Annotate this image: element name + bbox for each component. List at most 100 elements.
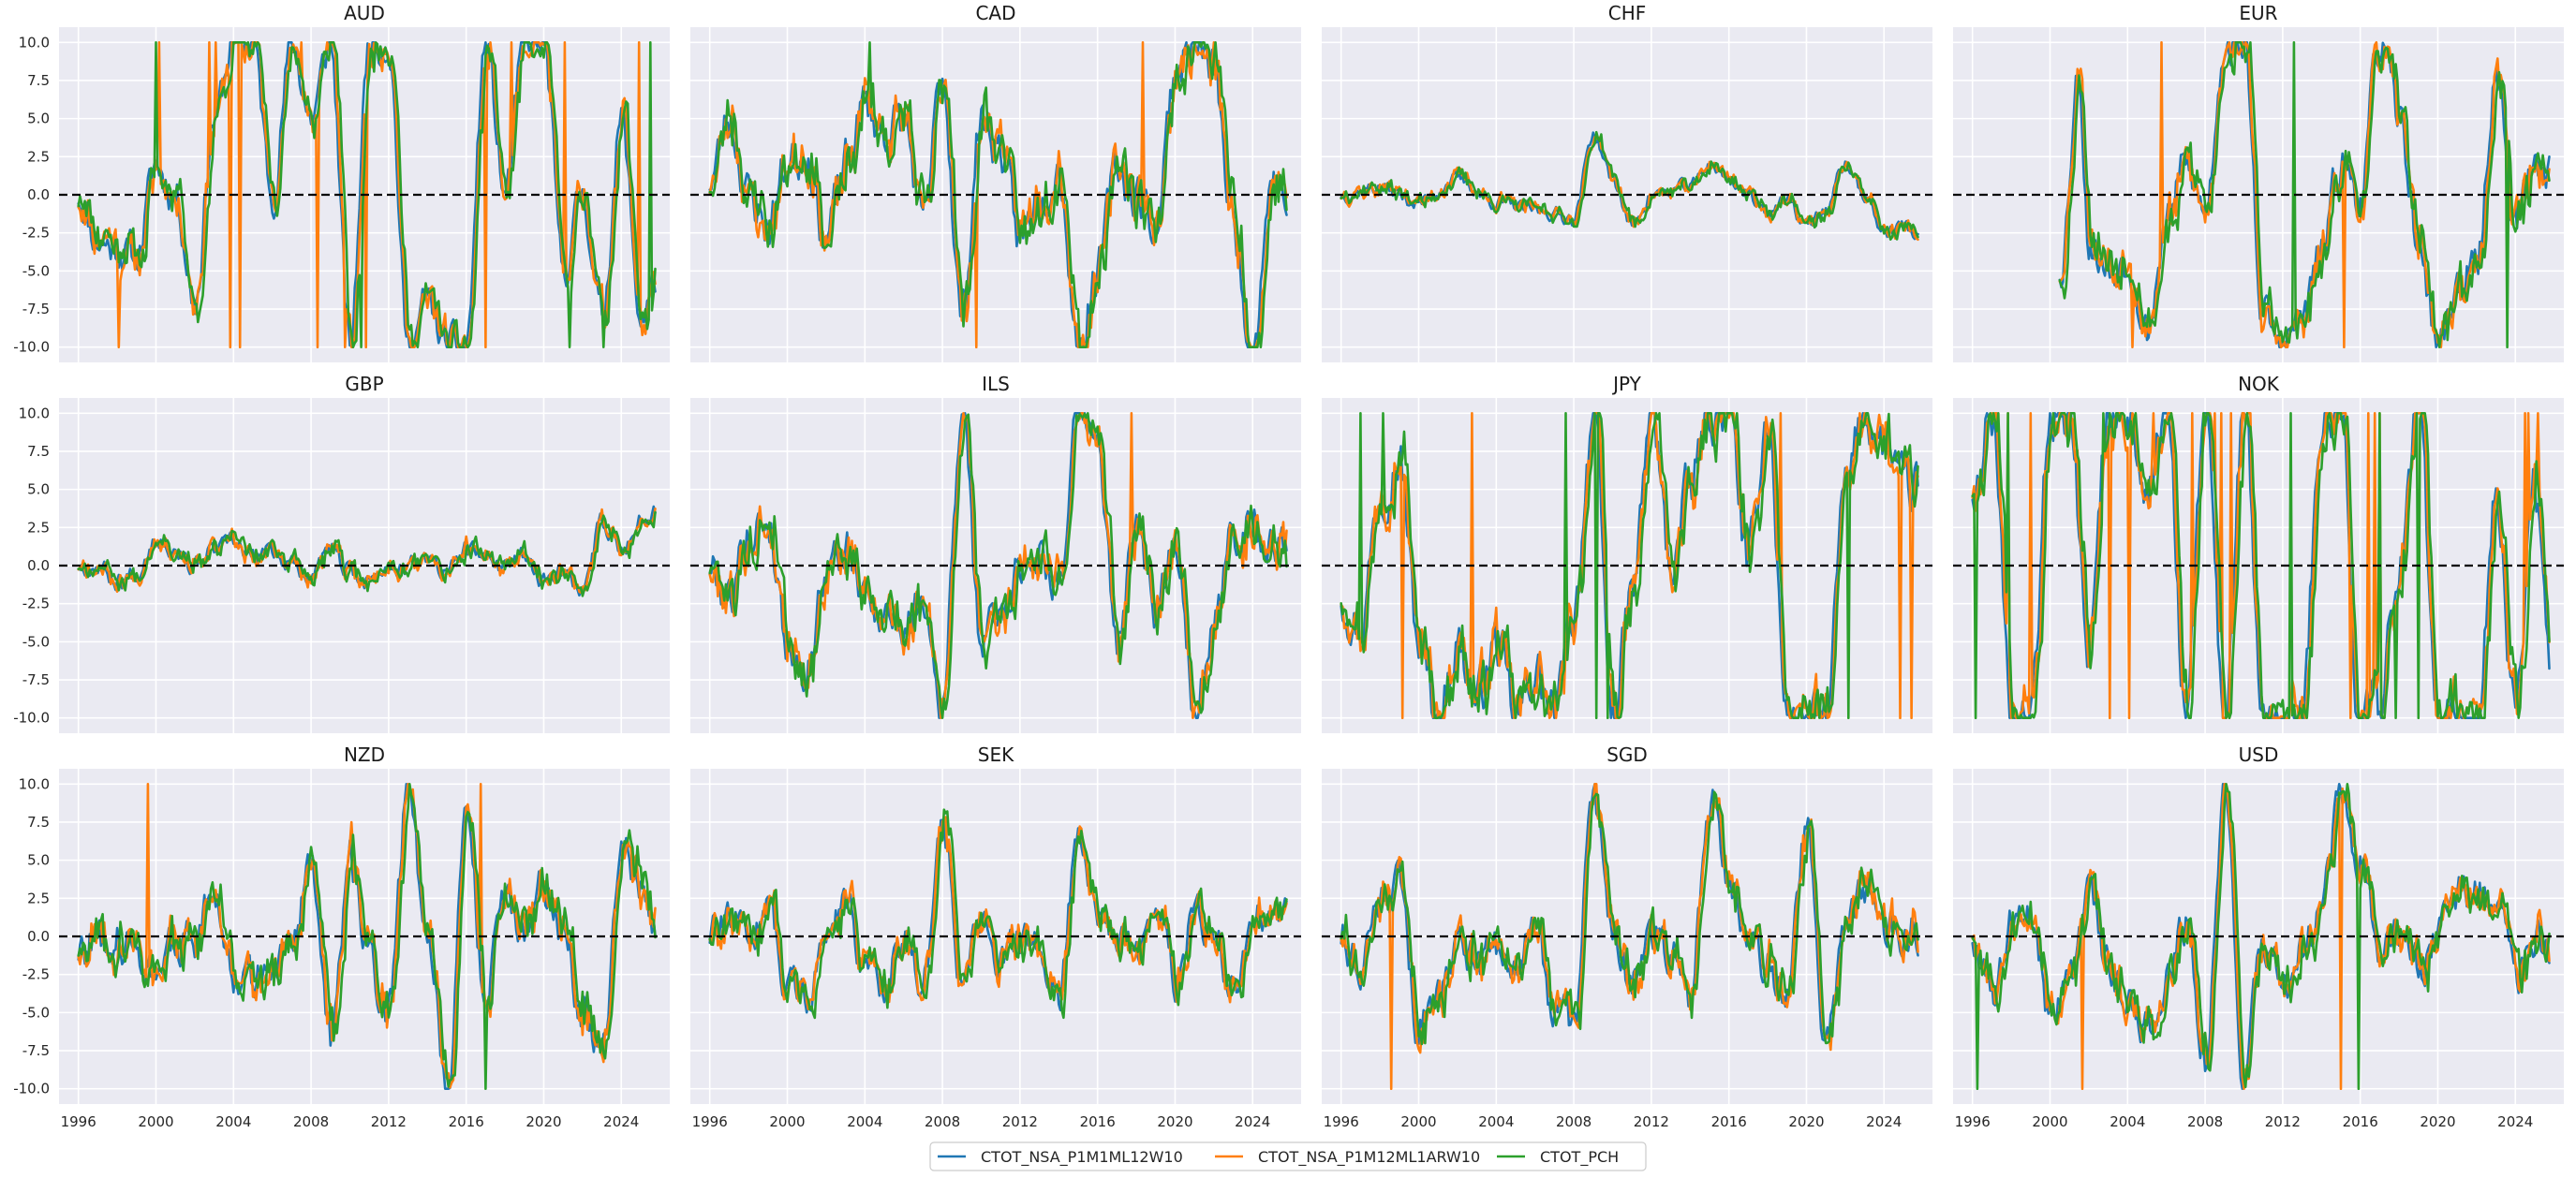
- y-tick-label: 5.0: [27, 852, 50, 869]
- x-tick-label: 2008: [925, 1113, 960, 1130]
- x-tick-label: 2016: [1711, 1113, 1747, 1130]
- panel-sek: 1996 2000 2004 2008 2012 2016 2020 2024 SEK: [690, 744, 1301, 1130]
- legend-frame: [929, 1141, 1647, 1171]
- legend: CTOT_NSA_P1M1ML12W10 CTOT_NSA_P1M12ML1AR…: [929, 1141, 1647, 1171]
- panel-title: SGD: [1606, 744, 1648, 766]
- panel-title: SEK: [978, 744, 1014, 766]
- panel-title: NOK: [2238, 373, 2280, 395]
- panel-gbp: 10.0 7.5 5.0 2.5 0.0 -2.5 -5.0 -7.5 -10.0 GBP: [13, 373, 670, 733]
- panel-chf: CHF: [1322, 2, 1932, 362]
- y-tick-label: -7.5: [22, 301, 50, 317]
- panel-title: CHF: [1608, 2, 1647, 24]
- x-tick-label: 2020: [2420, 1113, 2455, 1130]
- series-line-3: [1340, 790, 1919, 1046]
- x-tick-label: 2012: [1634, 1113, 1669, 1130]
- series-line-2: [2058, 41, 2551, 348]
- x-tick-label: 2004: [847, 1113, 882, 1130]
- x-tick-label: 2020: [1157, 1113, 1192, 1130]
- x-tick-label: 2000: [138, 1113, 173, 1130]
- y-tick-label: -2.5: [22, 596, 50, 612]
- x-tick-label: 2024: [1235, 1113, 1270, 1130]
- y-tick-label: 0.0: [27, 928, 50, 945]
- series-line-3: [708, 412, 1288, 719]
- y-tick-label: -10.0: [13, 710, 50, 727]
- panel-aud: 10.0 7.5 5.0 2.5 0.0 -2.5 -5.0 -7.5 -10.0 AUD: [13, 2, 670, 362]
- x-tick-label: 1996: [1955, 1113, 1991, 1130]
- y-tick-label: 2.5: [27, 148, 50, 165]
- x-tick-label: 2016: [1080, 1113, 1116, 1130]
- series-line-3: [1340, 412, 1919, 719]
- x-tick-label: 2004: [215, 1113, 251, 1130]
- panel-title: USD: [2239, 744, 2279, 766]
- y-tick-label: 10.0: [19, 405, 50, 421]
- legend-label-3: CTOT_PCH: [1540, 1148, 1619, 1167]
- legend-label-2: CTOT_NSA_P1M12ML1ARW10: [1258, 1148, 1480, 1167]
- legend-label-1: CTOT_NSA_P1M1ML12W10: [981, 1148, 1183, 1167]
- series-line-2: [1340, 412, 1919, 719]
- x-tick-label: 2000: [1400, 1113, 1436, 1130]
- x-tick-label: 2012: [1002, 1113, 1038, 1130]
- x-tick-label: 2024: [603, 1113, 639, 1130]
- panel-title: ILS: [982, 373, 1010, 395]
- y-tick-label: -7.5: [22, 1042, 50, 1059]
- y-tick-label: 2.5: [27, 890, 50, 906]
- x-tick-label: 2024: [1866, 1113, 1902, 1130]
- y-tick-label: 0.0: [27, 186, 50, 203]
- panel-title: GBP: [345, 373, 383, 395]
- y-tick-label: 5.0: [27, 481, 50, 498]
- series-line-3: [708, 41, 1288, 348]
- series-line-3: [2058, 41, 2551, 348]
- x-tick-label: 2008: [1556, 1113, 1591, 1130]
- panel-jpy: JPY: [1322, 373, 1932, 733]
- panel-sgd: 1996 2000 2004 2008 2012 2016 2020 2024 SGD: [1322, 744, 1932, 1130]
- y-tick-label: 0.0: [27, 557, 50, 574]
- y-tick-label: -2.5: [22, 966, 50, 983]
- x-tick-label: 1996: [1324, 1113, 1359, 1130]
- y-tick-label: -10.0: [13, 339, 50, 356]
- x-tick-label: 1996: [61, 1113, 96, 1130]
- series-line-3: [1971, 783, 2551, 1090]
- y-tick-label: 5.0: [27, 110, 50, 127]
- y-tick-label: 2.5: [27, 519, 50, 536]
- y-tick-label: -5.0: [22, 633, 50, 650]
- series-line-3: [708, 808, 1288, 1020]
- x-tick-label: 2004: [1478, 1113, 1514, 1130]
- y-tick-label: -10.0: [13, 1081, 50, 1097]
- y-tick-label: 7.5: [27, 443, 50, 460]
- y-tick-label: -7.5: [22, 671, 50, 688]
- y-tick-label: 10.0: [19, 34, 50, 51]
- panel-nok: NOK: [1953, 373, 2564, 733]
- panel-title: AUD: [344, 2, 385, 24]
- series-line-3: [77, 510, 657, 597]
- x-tick-label: 1996: [692, 1113, 728, 1130]
- panel-eur: EUR: [1953, 2, 2564, 362]
- panel-title: JPY: [1611, 373, 1642, 395]
- x-tick-label: 2024: [2497, 1113, 2533, 1130]
- x-tick-label: 2004: [2110, 1113, 2145, 1130]
- panel-title: NZD: [344, 744, 385, 766]
- y-tick-label: -2.5: [22, 225, 50, 242]
- series-line-3: [1340, 130, 1919, 241]
- x-tick-label: 2008: [293, 1113, 329, 1130]
- y-tick-label: 7.5: [27, 814, 50, 831]
- chart-panels: 10.0 7.5 5.0 2.5 0.0 -2.5 -5.0 -7.5 -10.0 AUD CAD C…: [13, 2, 2564, 1130]
- x-tick-label: 2012: [2265, 1113, 2301, 1130]
- panel-usd: 1996 2000 2004 2008 2012 2016 2020 2024 USD: [1953, 744, 2564, 1130]
- x-tick-label: 2020: [526, 1113, 561, 1130]
- y-tick-label: 10.0: [19, 775, 50, 792]
- x-tick-label: 2016: [449, 1113, 484, 1130]
- y-tick-label: -5.0: [22, 262, 50, 279]
- panel-nzd: 10.0 7.5 5.0 2.5 0.0 -2.5 -5.0 -7.5 -10.0 1996 200…: [13, 744, 670, 1130]
- x-tick-label: 2012: [371, 1113, 407, 1130]
- x-tick-label: 2000: [769, 1113, 805, 1130]
- panel-title: CAD: [975, 2, 1015, 24]
- y-tick-label: -5.0: [22, 1004, 50, 1021]
- series-line-1: [708, 818, 1288, 1014]
- series-line-3: [77, 783, 657, 1090]
- x-tick-label: 2008: [2187, 1113, 2223, 1130]
- series-line-3: [1971, 412, 2551, 719]
- x-tick-label: 2000: [2032, 1113, 2067, 1130]
- y-tick-label: 7.5: [27, 72, 50, 89]
- x-tick-label: 2016: [2343, 1113, 2378, 1130]
